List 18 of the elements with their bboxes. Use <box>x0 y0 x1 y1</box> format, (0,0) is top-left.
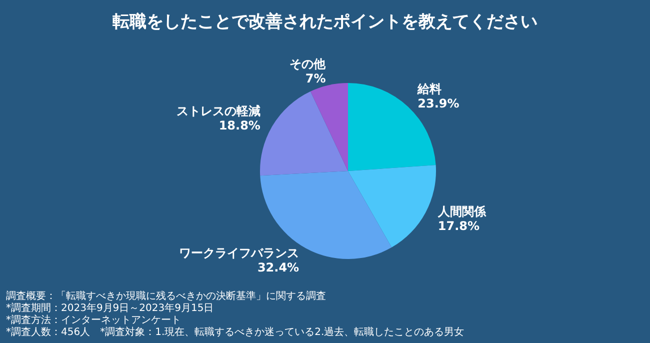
data-label: 18.8% <box>218 118 260 132</box>
text: *調査人数：456人 *調査対象：1.現在、転職するべきか迷っている2.過去、転職したことのある男女 <box>6 327 464 339</box>
slice-label: ワークライフバランス <box>179 246 300 260</box>
pie-slice <box>260 91 348 176</box>
slice-label: 給料 <box>416 82 442 96</box>
data-label: 32.4% <box>257 260 300 274</box>
pie-slice <box>310 83 348 171</box>
slice-label: その他 <box>290 56 327 71</box>
text: *調査期間：2023年9月9日～2023年9月15日 <box>6 303 215 314</box>
data-label: 23.9% <box>418 96 460 110</box>
pie-slice <box>348 165 436 248</box>
slice-label: ストレスの軽減 <box>176 104 260 118</box>
text: *調査方法：インターネットアンケート <box>6 315 182 326</box>
slice-label: 人間関係 <box>436 204 487 219</box>
data-label: 7% <box>305 71 326 86</box>
text: 調査概要：「転職すべきか現職に残るべきかの決断基準」に関する調査 <box>6 291 327 302</box>
data-label: 17.8% <box>438 218 480 233</box>
chart-title: 転職をしたことで改善されたポイントを教えてください <box>112 11 538 33</box>
